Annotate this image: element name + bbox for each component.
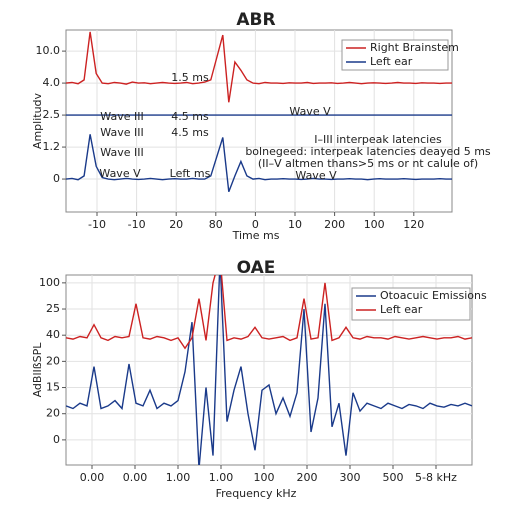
x-tick-label: 500: [383, 471, 404, 484]
annotation: Wave III: [100, 126, 143, 139]
y-tick-label: 25: [46, 302, 60, 315]
x-tick-label: -10: [128, 218, 146, 231]
annotation: Wave III: [100, 110, 143, 123]
y-tick-label: 1.2: [43, 140, 61, 153]
y-tick-label: 100: [39, 276, 60, 289]
x-axis-label: Frequency kHz: [216, 487, 297, 500]
annotation: 4.5 ms: [171, 110, 209, 123]
x-tick-label: 200: [324, 218, 345, 231]
x-tick-label: 80: [209, 218, 223, 231]
y-tick-label: 20: [46, 354, 60, 367]
x-tick-label: 10: [288, 218, 302, 231]
x-tick-label: 200: [297, 471, 318, 484]
annotation: bolnegeed: interpeak latencies deayed 5 …: [245, 145, 491, 158]
annotation: Left ms: [170, 167, 211, 180]
data-line: [66, 31, 452, 103]
x-tick-label: 1.00: [209, 471, 234, 484]
annotation: Wave V: [289, 105, 331, 118]
legend-label: Right Brainstem: [370, 41, 459, 54]
x-tick-label: 0: [252, 218, 259, 231]
x-tick-label: 20: [169, 218, 183, 231]
x-tick-label: 0.00: [80, 471, 105, 484]
x-tick-label: 120: [403, 218, 424, 231]
x-tick-label: 300: [340, 471, 361, 484]
y-tick-label: 0: [53, 172, 60, 185]
annotation: 1.5 ms: [171, 71, 209, 84]
chart-title: ABR: [236, 10, 275, 30]
legend-label: Otoacuic Emissions: [380, 289, 487, 302]
x-tick-label: 100: [254, 471, 275, 484]
legend-label: Left ear: [370, 55, 413, 68]
annotation: Wave V: [295, 169, 337, 182]
y-tick-label: 0: [53, 433, 60, 446]
y-tick-label: 2.5: [43, 108, 61, 121]
data-line: [66, 134, 452, 193]
legend-box: [341, 39, 449, 71]
y-tick-label: 40: [46, 328, 60, 341]
x-tick-label: -10: [88, 218, 106, 231]
y-tick-label: 10.0: [36, 44, 61, 57]
annotation: Wave III: [100, 146, 143, 159]
x-tick-label: 5-8 kHz: [415, 471, 457, 484]
legend-label: Left ear: [380, 303, 423, 316]
annotation: (II–V altmen thans>5 ms or nt calule of): [258, 157, 478, 170]
x-tick-label: 1.00: [166, 471, 191, 484]
x-axis-label: Time ms: [232, 229, 280, 242]
annotation: Wave V: [99, 167, 141, 180]
annotation: 4.5 ms: [171, 126, 209, 139]
chart-title: OAE: [237, 258, 276, 278]
x-tick-label: 100: [364, 218, 385, 231]
data-line: [66, 275, 472, 350]
annotation: I–III interpeak latencies: [314, 133, 442, 146]
data-line: [66, 275, 472, 465]
legend-box: [351, 287, 471, 321]
y-tick-label: 20: [46, 407, 60, 420]
x-tick-label: 0.00: [123, 471, 148, 484]
y-tick-label: 15: [46, 381, 60, 394]
y-axis-label: Amplitudv: [31, 92, 44, 149]
y-tick-label: 4.0: [43, 76, 61, 89]
y-axis-label: AdBlIßSPL: [31, 342, 44, 398]
